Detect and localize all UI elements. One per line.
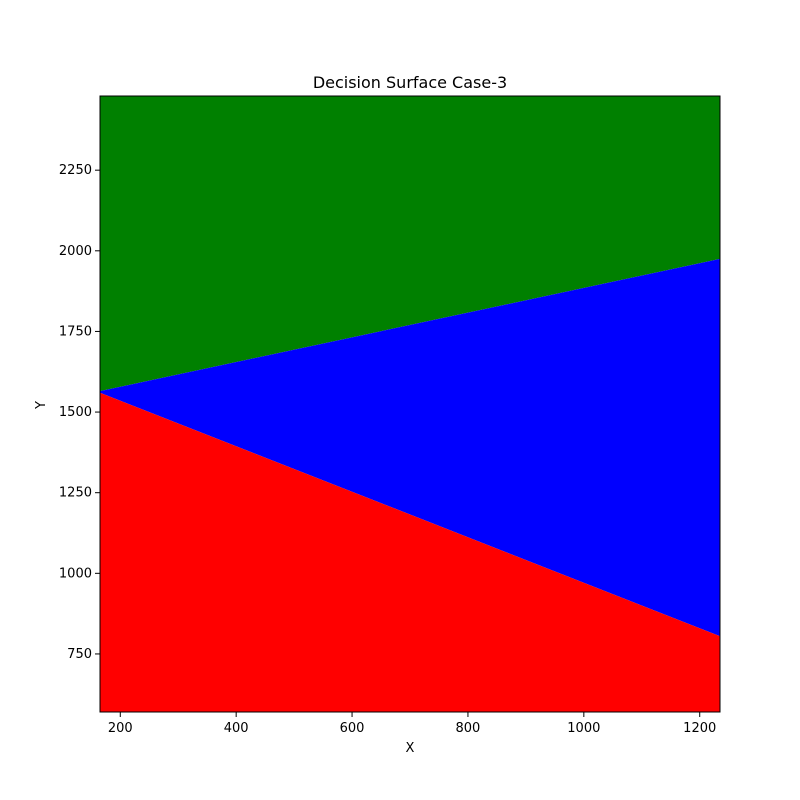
y-tick-label: 750 (67, 647, 92, 662)
region-green (100, 96, 720, 392)
region-red (100, 392, 720, 712)
x-tick-label: 200 (108, 721, 133, 736)
x-axis-label: X (406, 741, 415, 756)
x-axis-ticks: 200 400 600 800 1000 1200 (108, 712, 716, 736)
y-tick-label: 1000 (59, 566, 92, 581)
y-tick-label: 1750 (59, 324, 92, 339)
x-tick-label: 400 (224, 721, 249, 736)
region-blue (100, 258, 720, 637)
y-tick-label: 1500 (59, 405, 92, 420)
y-tick-label: 2250 (59, 163, 92, 178)
x-tick-label: 800 (456, 721, 481, 736)
y-tick-label: 1250 (59, 486, 92, 501)
chart-title: Decision Surface Case-3 (313, 73, 507, 92)
x-tick-label: 1200 (683, 721, 716, 736)
plot-area (100, 96, 720, 712)
y-axis-ticks: 750 1000 1250 1500 1750 2000 2250 (59, 163, 100, 662)
plot-frame (99, 95, 721, 713)
x-tick-label: 600 (340, 721, 365, 736)
y-tick-label: 2000 (59, 244, 92, 259)
x-tick-label: 1000 (567, 721, 600, 736)
y-axis-label: Y (34, 401, 49, 410)
